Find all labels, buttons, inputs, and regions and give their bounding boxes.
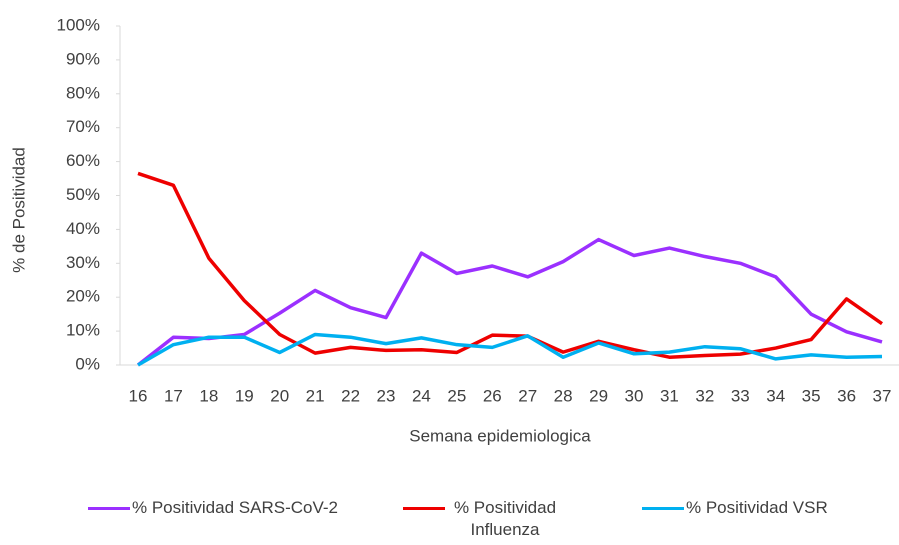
x-tick-label: 35	[802, 386, 821, 405]
x-tick-label: 17	[164, 386, 183, 405]
legend-item: % Positividad SARS-CoV-2	[88, 497, 388, 519]
x-tick-label: 26	[483, 386, 502, 405]
y-tick-label: 0%	[75, 354, 100, 373]
legend-label: % Positividad Influenza	[453, 498, 557, 539]
x-tick-label: 36	[837, 386, 856, 405]
x-tick-label: 20	[270, 386, 289, 405]
x-tick-label: 24	[412, 386, 431, 405]
series-line	[137, 332, 883, 367]
x-tick-label: 21	[306, 386, 325, 405]
x-tick-label: 33	[731, 386, 750, 405]
y-tick-label: 50%	[66, 185, 100, 204]
x-tick-label: 27	[518, 386, 537, 405]
x-tick-label: 30	[625, 386, 644, 405]
legend-item: % Positividad Influenza	[403, 497, 563, 541]
y-tick-label: 80%	[66, 83, 100, 102]
x-tick-label: 25	[447, 386, 466, 405]
y-tick-label: 60%	[66, 151, 100, 170]
x-tick-label: 23	[377, 386, 396, 405]
legend-label: % Positividad VSR	[686, 498, 828, 517]
series-line	[137, 171, 884, 359]
x-tick-label: 16	[129, 386, 148, 405]
y-tick-label: 100%	[57, 15, 100, 34]
y-tick-label: 40%	[66, 219, 100, 238]
x-tick-label: 34	[766, 386, 785, 405]
y-tick-label: 30%	[66, 253, 100, 272]
y-tick-label: 20%	[66, 287, 100, 306]
x-tick-label: 18	[199, 386, 218, 405]
legend-swatch	[88, 507, 130, 510]
y-tick-label: 70%	[66, 117, 100, 136]
x-tick-label: 19	[235, 386, 254, 405]
x-tick-label: 37	[873, 386, 892, 405]
series-line	[136, 237, 883, 367]
x-tick-label: 22	[341, 386, 360, 405]
x-tick-label: 32	[695, 386, 714, 405]
x-axis-title: Semana epidemiologica	[409, 426, 591, 445]
y-tick-label: 90%	[66, 49, 100, 68]
y-axis-title: % de Positividad	[9, 147, 28, 273]
legend-swatch	[403, 507, 445, 510]
y-tick-label: 10%	[66, 321, 100, 340]
x-tick-label: 31	[660, 386, 679, 405]
legend-label: % Positividad SARS-CoV-2	[132, 498, 338, 517]
legend-item: % Positividad VSR	[642, 497, 872, 519]
x-tick-label: 28	[554, 386, 573, 405]
x-tick-label: 29	[589, 386, 608, 405]
legend-swatch	[642, 507, 684, 510]
